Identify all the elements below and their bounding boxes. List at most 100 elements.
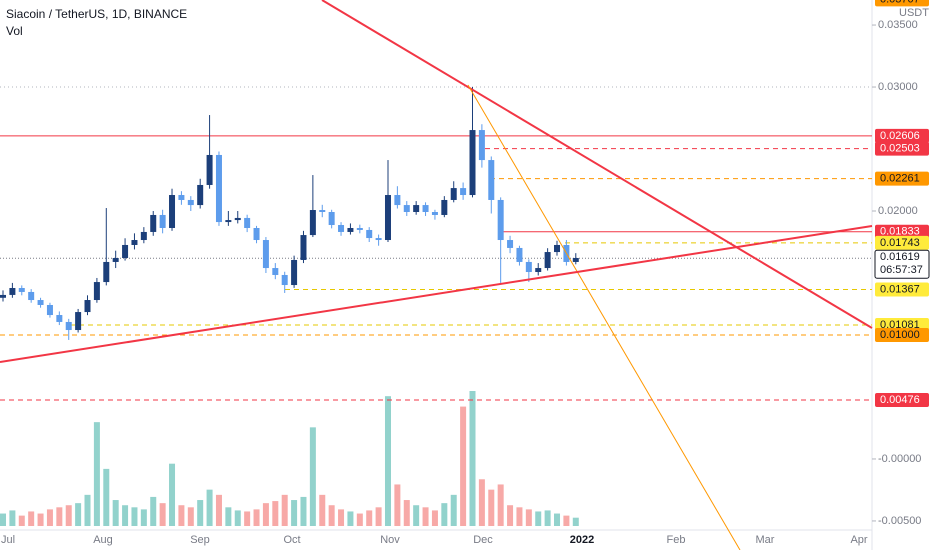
y-tick-label: 0.03000	[878, 81, 918, 93]
volume-bar	[159, 503, 166, 526]
volume-bar	[507, 505, 514, 526]
volume-bar	[497, 484, 504, 526]
last-price-box	[874, 249, 930, 279]
volume-bar	[9, 510, 16, 526]
price-label: 0.01367	[880, 283, 920, 295]
volume-bar	[178, 505, 185, 526]
volume-bar	[431, 510, 438, 526]
price-label-box	[875, 327, 929, 342]
candle-body	[375, 238, 382, 241]
candle-body	[281, 274, 288, 286]
y-tick-label: -0.00500	[878, 515, 921, 527]
candle-body	[460, 188, 467, 196]
candle-body	[159, 214, 166, 228]
candle-body	[291, 259, 298, 286]
candle-body	[413, 205, 420, 212]
candle-body	[253, 227, 260, 241]
price-label-box	[875, 282, 929, 297]
candle-body	[422, 205, 429, 212]
volume-bar	[244, 511, 251, 526]
candle-body	[535, 268, 542, 273]
candle-body	[65, 321, 72, 331]
volume-bar	[422, 507, 429, 526]
price-label-box	[875, 171, 929, 186]
volume-bar	[262, 503, 269, 526]
price-label: 0.01833	[880, 226, 920, 238]
candle-body	[187, 199, 194, 206]
countdown: 06:57:37	[880, 264, 923, 276]
volume-bar	[37, 513, 44, 526]
candle-body	[572, 257, 579, 262]
candle-body	[122, 244, 129, 258]
volume-bar	[319, 494, 326, 526]
volume-bar	[197, 500, 204, 526]
volume-bar	[356, 513, 363, 526]
volume-bar	[328, 505, 335, 526]
volume-bar	[253, 509, 260, 526]
candle-body	[169, 195, 176, 228]
volume-bar	[338, 509, 345, 526]
volume-bar	[525, 509, 532, 526]
price-label-box	[875, 128, 929, 143]
candle-body	[356, 227, 363, 230]
volume-bar	[375, 507, 382, 526]
candle-body	[9, 287, 16, 295]
candle-body	[300, 235, 307, 260]
candle-body	[488, 160, 495, 200]
volume-bar	[234, 510, 241, 526]
candle-body	[516, 247, 523, 262]
volume-bar	[488, 489, 495, 526]
volume-bar	[272, 501, 279, 526]
volume-bar	[122, 505, 129, 526]
last-price: 0.01619	[880, 251, 920, 263]
x-tick-label: Dec	[473, 534, 493, 546]
candle-body	[497, 199, 504, 241]
price-label: 0.02606	[880, 130, 920, 142]
volume-bar	[366, 510, 373, 526]
candle-body	[478, 130, 485, 161]
y-tick-label: -0.00000	[878, 453, 921, 465]
volume-bar	[478, 479, 485, 526]
volume-bar	[46, 509, 53, 526]
candle-body	[93, 282, 100, 301]
candle-body	[403, 205, 410, 212]
candle-body	[28, 291, 35, 301]
candle-body	[84, 300, 91, 313]
volume-bar	[281, 494, 288, 526]
candle-body	[112, 257, 119, 262]
candle-body	[244, 217, 251, 228]
candle-body	[431, 212, 438, 215]
candle-body	[150, 214, 157, 232]
volume-bar	[403, 500, 410, 526]
chart-title: Siacoin / TetherUS, 1D, BINANCE	[6, 7, 187, 21]
candle-body	[544, 252, 551, 269]
volume-bar	[140, 509, 147, 526]
volume-bar	[206, 489, 213, 526]
candle-body	[366, 229, 373, 239]
volume-bar	[18, 515, 25, 526]
x-tick-label: Mar	[756, 534, 775, 546]
price-label-box	[875, 0, 929, 7]
candle-body	[131, 240, 138, 245]
volume-bar	[215, 494, 222, 526]
volume-bar	[460, 406, 467, 526]
volume-bar	[309, 427, 316, 526]
candle-body	[384, 195, 391, 241]
candle-body	[56, 315, 63, 322]
price-label: 0.02503	[880, 143, 920, 155]
candle-body	[0, 294, 6, 298]
price-label: 0.01000	[880, 329, 920, 341]
trend-line	[321, 0, 873, 329]
candle-body	[441, 199, 448, 215]
volume-bar	[225, 507, 232, 526]
volume-bar	[103, 468, 110, 526]
candle-body	[338, 225, 345, 232]
candle-body	[75, 312, 82, 331]
candle-body	[507, 240, 514, 248]
candle-body	[394, 195, 401, 206]
volume-bar	[563, 515, 570, 526]
volume-bar	[394, 484, 401, 526]
candle-body	[197, 184, 204, 206]
candle-body	[215, 154, 222, 223]
